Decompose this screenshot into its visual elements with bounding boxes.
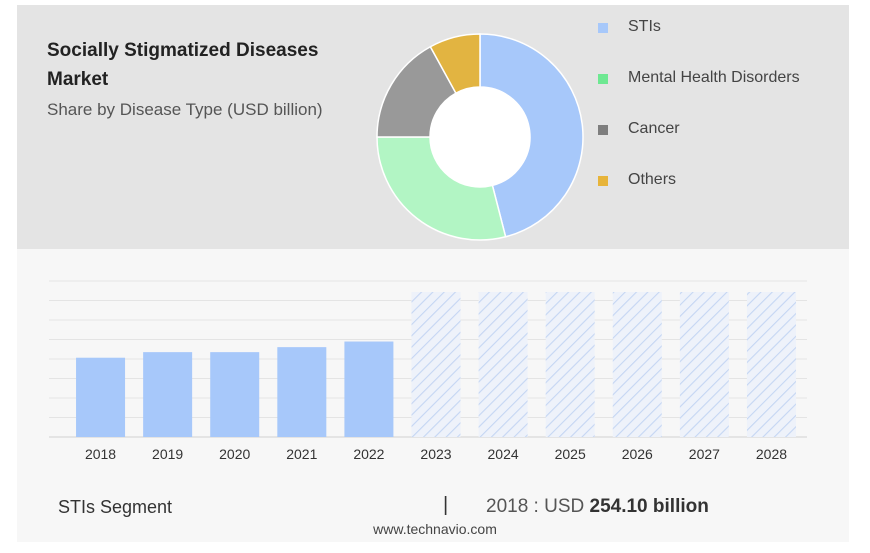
x-tick-label-2026: 2026 <box>622 446 653 462</box>
forecast-bar-2027 <box>679 292 729 437</box>
forecast-bar-2025 <box>545 292 595 437</box>
forecast-bar-2026 <box>612 292 662 437</box>
donut-hole <box>430 87 530 187</box>
x-tick-label-2022: 2022 <box>353 446 384 462</box>
chart-title: Socially Stigmatized Diseases Market <box>47 40 319 90</box>
segment-value: 2018 : USD 254.10 billion <box>486 496 709 518</box>
x-tick-label-2023: 2023 <box>420 446 451 462</box>
legend-swatch-mental-health <box>598 74 608 84</box>
source-url: www.technavio.com <box>373 521 497 537</box>
bar-2020 <box>210 352 260 437</box>
legend-label-others: Others <box>628 171 677 188</box>
x-tick-label-2028: 2028 <box>756 446 787 462</box>
bar-chart: 2018 2019 2020 2021 2022 2023 2024 2025 2026 2027… <box>49 280 807 462</box>
legend-label-stis: STIs <box>628 18 661 35</box>
footer-divider: | <box>443 494 449 516</box>
legend-swatch-stis <box>598 23 608 33</box>
x-tick-label-2025: 2025 <box>555 446 586 462</box>
x-tick-label-2024: 2024 <box>488 446 519 462</box>
bar-2019 <box>143 352 193 437</box>
x-tick-label-2020: 2020 <box>219 446 250 462</box>
x-tick-label-2019: 2019 <box>152 446 183 462</box>
chart-subtitle: Share by Disease Type (USD billion) <box>47 100 323 119</box>
bar-2022 <box>344 341 394 437</box>
forecast-bar-2028 <box>746 292 796 437</box>
segment-label: STIs Segment <box>58 497 173 517</box>
forecast-bar-2024 <box>478 292 528 437</box>
forecast-bar-2023 <box>411 292 461 437</box>
bar-2018 <box>76 357 126 437</box>
donut-chart <box>376 33 584 241</box>
legend-label-mental-health: Mental Health Disorders <box>628 69 800 86</box>
legend-swatch-others <box>598 176 608 186</box>
segment-value-amount: 254.10 billion <box>589 496 709 517</box>
segment-year-label: 2018 : USD <box>486 496 585 517</box>
x-tick-label-2027: 2027 <box>689 446 720 462</box>
legend-label-cancer: Cancer <box>628 120 680 137</box>
x-tick-label-2021: 2021 <box>286 446 317 462</box>
legend-swatch-cancer <box>598 125 608 135</box>
bar-2021 <box>277 347 327 437</box>
x-tick-label-2018: 2018 <box>85 446 116 462</box>
